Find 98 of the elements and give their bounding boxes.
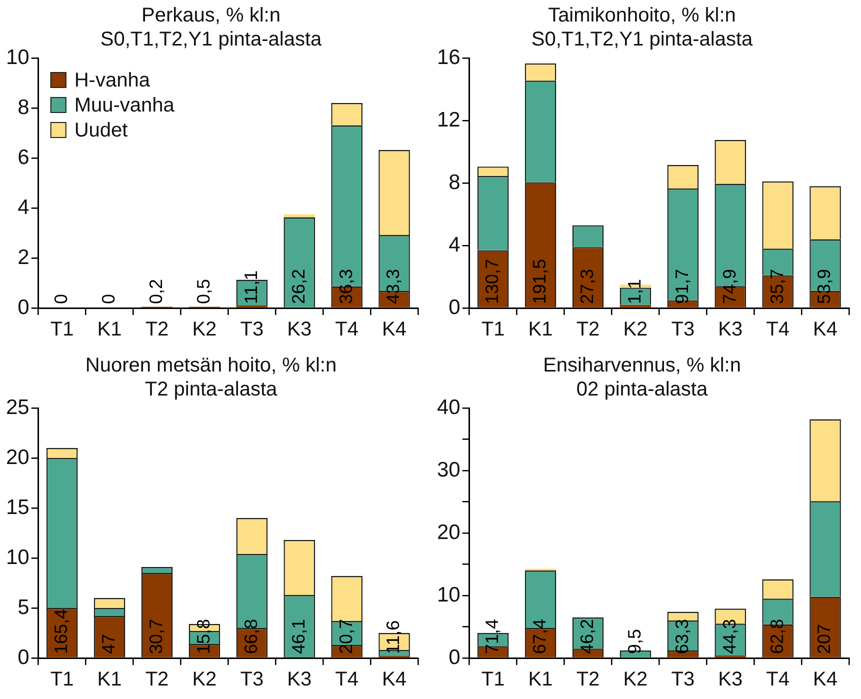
x-tick-label: K1 bbox=[97, 318, 122, 341]
annotation: 74,9 bbox=[719, 268, 740, 304]
chart-subtitle: S0,T1,T2,Y1 pinta-alasta bbox=[100, 28, 322, 51]
annotation: 30,7 bbox=[146, 618, 166, 654]
annotation: 63,3 bbox=[672, 618, 692, 654]
annotation: 91,7 bbox=[672, 268, 692, 304]
x-tick-label: T2 bbox=[576, 668, 600, 691]
annotation: 11,6 bbox=[383, 620, 404, 654]
x-tick-label: T4 bbox=[335, 318, 358, 341]
chart-title: Nuoren metsän hoito, % kl:n bbox=[85, 354, 337, 377]
chart-title: Perkaus, % kl:n bbox=[142, 4, 280, 27]
y-tick-label: 4 bbox=[448, 233, 461, 256]
annotation: 0,2 bbox=[146, 278, 166, 304]
x-tick-label: K4 bbox=[813, 668, 838, 691]
x-tick-label: K1 bbox=[528, 318, 553, 341]
x-tick-label: K4 bbox=[382, 668, 407, 691]
x-tick-label: T1 bbox=[481, 668, 505, 691]
annotation: 191,5 bbox=[530, 258, 550, 304]
x-tick-label: K2 bbox=[192, 668, 217, 691]
y-tick-label: 4 bbox=[18, 196, 30, 219]
annotation: 62,8 bbox=[766, 618, 787, 654]
x-tick-label: K4 bbox=[813, 318, 838, 341]
annotation: 0 bbox=[98, 294, 119, 304]
annotation: 1,1 bbox=[624, 278, 644, 304]
x-tick-label: T1 bbox=[50, 668, 74, 691]
y-tick-label: 12 bbox=[437, 108, 460, 132]
x-tick-label: K1 bbox=[528, 668, 553, 691]
x-tick-label: T4 bbox=[766, 668, 790, 691]
x-tick-label: K3 bbox=[287, 668, 312, 691]
annotation: 0 bbox=[51, 294, 72, 304]
x-tick-label: T2 bbox=[145, 318, 169, 341]
annotation: 26,2 bbox=[288, 268, 308, 304]
y-tick-label: 40 bbox=[437, 396, 460, 419]
y-tick-label: 10 bbox=[437, 583, 460, 606]
x-tick-label: K3 bbox=[718, 668, 743, 691]
x-tick-label: K2 bbox=[192, 318, 217, 341]
annotation: 130,7 bbox=[482, 258, 502, 304]
annotation: 165,4 bbox=[51, 608, 72, 654]
x-tick-label: T4 bbox=[335, 668, 358, 691]
annotation: 11,1 bbox=[240, 270, 261, 304]
chart-title: Taimikonhoito, % kl:n bbox=[548, 4, 736, 27]
chart-subtitle: 02 pinta-alasta bbox=[576, 378, 708, 401]
y-tick-label: 15 bbox=[6, 496, 30, 519]
annotation: 0,5 bbox=[193, 278, 214, 304]
legend-label: Muu-vanha bbox=[74, 94, 176, 117]
annotation: 20,7 bbox=[336, 618, 356, 654]
annotation: 47 bbox=[98, 634, 119, 654]
y-tick-label: 30 bbox=[437, 458, 460, 482]
x-tick-label: T1 bbox=[481, 318, 505, 341]
y-tick-label: 0 bbox=[448, 646, 460, 669]
annotation: 27,3 bbox=[576, 268, 597, 304]
annotation: 9,5 bbox=[624, 628, 644, 654]
y-tick-label: 5 bbox=[18, 596, 30, 619]
legend-label: H-vanha bbox=[74, 70, 151, 92]
y-tick-label: 8 bbox=[18, 96, 30, 119]
x-tick-label: T2 bbox=[145, 668, 169, 691]
x-tick-label: T3 bbox=[240, 668, 264, 691]
annotation: 43,3 bbox=[383, 268, 404, 304]
annotation: 36,3 bbox=[336, 268, 356, 304]
y-tick-label: 10 bbox=[6, 546, 30, 569]
y-tick-label: 10 bbox=[6, 46, 30, 69]
y-tick-label: 0 bbox=[18, 646, 30, 669]
annotation: 44,3 bbox=[719, 618, 740, 654]
x-tick-label: T3 bbox=[240, 318, 264, 341]
chart-subtitle: S0,T1,T2,Y1 pinta-alasta bbox=[531, 28, 754, 51]
y-tick-label: 25 bbox=[6, 396, 30, 419]
x-tick-label: T3 bbox=[671, 318, 695, 341]
annotation: 46,1 bbox=[288, 618, 308, 654]
y-tick-label: 2 bbox=[18, 246, 30, 269]
x-tick-label: K3 bbox=[718, 318, 743, 341]
x-tick-label: K1 bbox=[97, 668, 122, 691]
chart-subtitle: T2 pinta-alasta bbox=[144, 378, 278, 401]
annotation: 53,9 bbox=[814, 268, 834, 304]
y-tick-label: 20 bbox=[437, 520, 460, 544]
y-tick-label: 20 bbox=[6, 446, 30, 469]
y-tick-label: 16 bbox=[437, 46, 460, 69]
x-tick-label: K4 bbox=[382, 318, 407, 341]
y-tick-label: 8 bbox=[448, 170, 460, 194]
x-tick-label: K2 bbox=[623, 668, 648, 691]
x-tick-label: T1 bbox=[50, 318, 74, 341]
x-tick-label: T4 bbox=[766, 318, 790, 341]
x-tick-label: K2 bbox=[623, 318, 648, 341]
y-tick-label: 6 bbox=[18, 146, 30, 169]
annotation: 66,8 bbox=[240, 618, 261, 654]
annotation: 71,4 bbox=[482, 618, 502, 654]
chart-title: Ensiharvennus, % kl:n bbox=[543, 354, 741, 377]
x-tick-label: T3 bbox=[671, 668, 695, 691]
legend-label: Uudet bbox=[74, 120, 128, 142]
y-tick-label: 0 bbox=[18, 296, 30, 319]
annotation: 67,4 bbox=[530, 618, 550, 654]
annotation: 46,2 bbox=[576, 618, 597, 654]
x-tick-label: K3 bbox=[287, 318, 312, 341]
x-tick-label: T2 bbox=[576, 318, 600, 341]
y-tick-label: 0 bbox=[448, 296, 460, 319]
annotation: 207 bbox=[814, 624, 834, 654]
annotation: 35,7 bbox=[766, 268, 787, 304]
bar bbox=[620, 304, 652, 308]
annotation: 15,8 bbox=[193, 618, 214, 654]
